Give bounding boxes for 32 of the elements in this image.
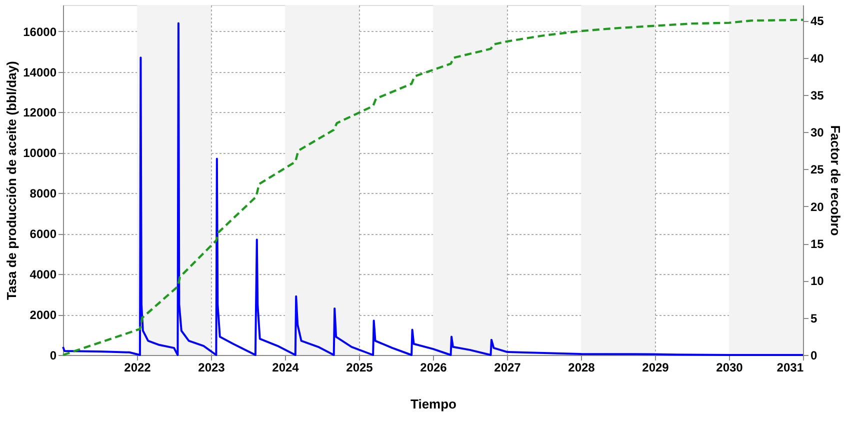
y-tick-label: 2000: [30, 308, 57, 322]
y-tick-label: 8000: [30, 186, 57, 201]
x-tick-label: 2029: [642, 360, 670, 374]
y2-tick-label: 30: [810, 126, 824, 140]
y2-tick-label: 5: [810, 311, 818, 326]
x-tick-label: 2026: [420, 360, 448, 374]
y-tick-label: 14000: [23, 65, 57, 80]
x-tick-label: 2025: [346, 360, 374, 374]
y2-axis-title: Factor de recobro: [828, 125, 843, 236]
y-tick-label: 0: [50, 348, 57, 362]
y-tick-label: 4000: [30, 268, 57, 282]
y2-tick-label: 40: [810, 51, 824, 66]
x-tick-label: 2030: [716, 360, 744, 374]
y2-tick-label: 35: [810, 88, 824, 102]
x-tick-label: 2022: [124, 360, 152, 374]
y2-tick-label: 0: [810, 348, 818, 362]
y2-tick-label: 20: [810, 200, 824, 214]
x-tick-label: 2031: [776, 360, 804, 374]
y2-tick-label: 25: [810, 162, 824, 177]
x-tick-label: 2023: [198, 360, 226, 374]
x-axis-title: Tiempo: [410, 396, 457, 412]
y-tick-label: 10000: [23, 146, 57, 160]
y-tick-label: 16000: [23, 24, 57, 39]
y2-tick-label: 45: [810, 14, 824, 28]
y-tick-label: 6000: [30, 227, 57, 242]
x-tick-label: 2028: [568, 360, 596, 374]
y2-tick-label: 15: [810, 237, 824, 252]
y-axis-title: Tasa de producción de aceite (bbl/day): [4, 61, 20, 300]
x-tick-label: 2027: [494, 360, 522, 374]
y-tick-label: 12000: [23, 106, 57, 120]
x-tick-label: 2024: [272, 360, 300, 374]
y2-tick-label: 10: [810, 274, 824, 288]
